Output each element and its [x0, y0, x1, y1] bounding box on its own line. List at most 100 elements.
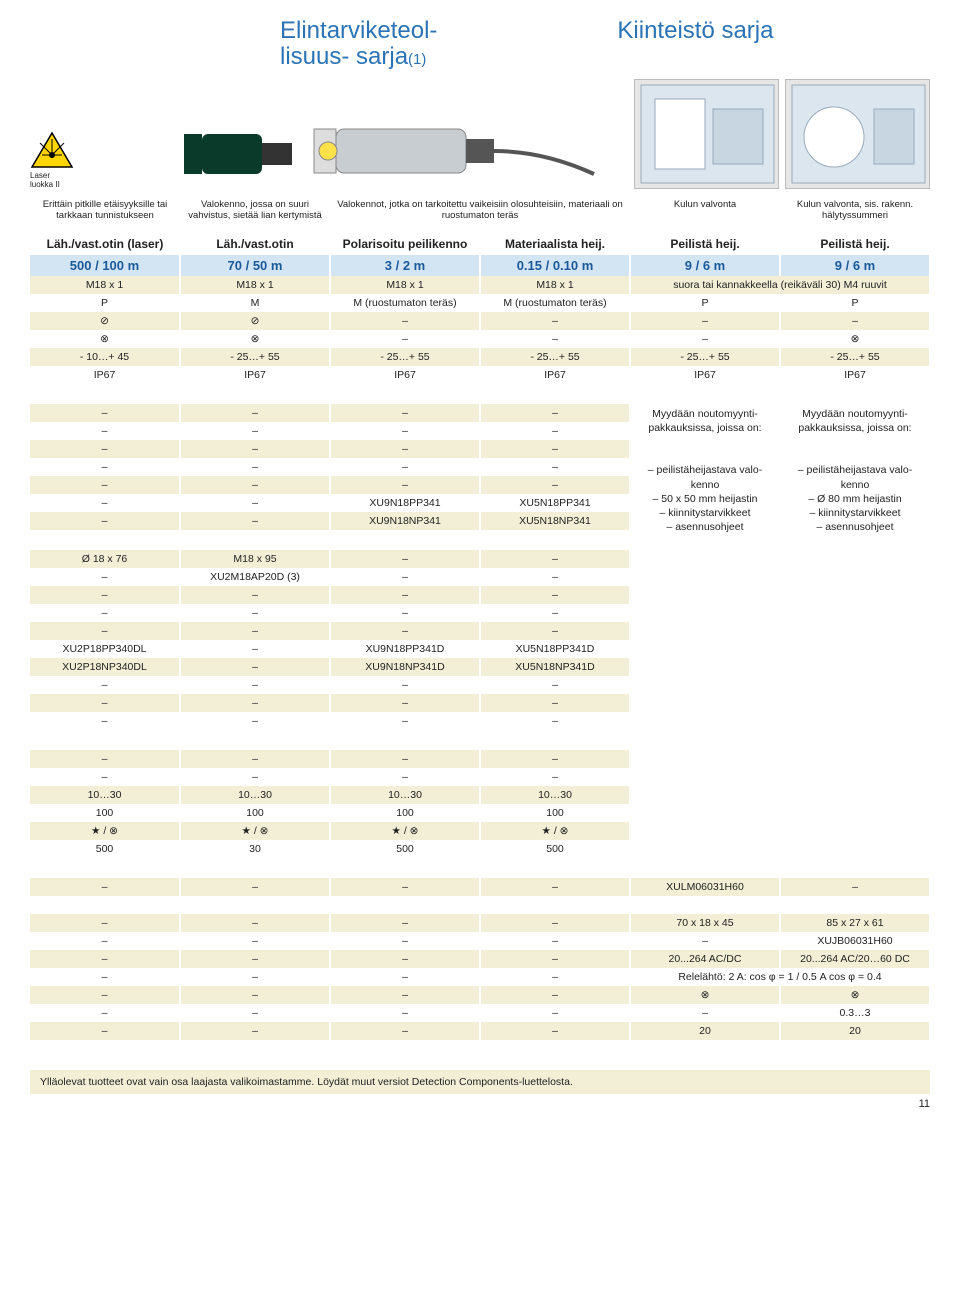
spec-table-1: 500 / 100 m 70 / 50 m 3 / 2 m 0.15 / 0.1…	[30, 255, 931, 384]
table-row: ––––	[30, 604, 930, 622]
laser-l1: Laser	[30, 171, 50, 180]
cell	[180, 530, 330, 548]
col-type-4: Peilistä heij.	[780, 235, 930, 253]
col-type-0: Läh./vast.otin (laser)	[30, 235, 180, 253]
table-row: ––––⊗⊗	[30, 986, 930, 1004]
row-mat: P M M (ruostumaton teräs) M (ruostumaton…	[30, 294, 930, 312]
cell: –	[30, 694, 180, 712]
cell: ⊗	[630, 986, 780, 1004]
cell	[780, 694, 930, 712]
table-row: ––––XULM06031H60–	[30, 878, 930, 896]
row-sym2: ⊗ ⊗ – – – ⊗	[30, 330, 930, 348]
cell: - 25…+ 55	[330, 348, 480, 366]
footer-text: Ylläolevat tuotteet ovat vain osa laajas…	[40, 1076, 573, 1088]
cell	[630, 604, 780, 622]
cell: XU9N18NP341	[330, 512, 480, 530]
cell	[630, 750, 780, 768]
col-desc-4: Kulun valvonta, sis. rakenn. hälytyssumm…	[780, 197, 930, 235]
cell: Ø 18 x 76	[30, 550, 180, 568]
cell	[780, 586, 930, 604]
hero-packs	[634, 79, 930, 189]
table-row: ––––	[30, 750, 930, 768]
col-desc-2: Valokennot, jotka on tarkoitettu vaikeis…	[330, 197, 630, 235]
cell: –	[330, 550, 480, 568]
cell: –	[180, 586, 330, 604]
cell	[480, 530, 630, 548]
cell: 10…30	[30, 786, 180, 804]
cell: 10…30	[480, 786, 630, 804]
cell: –	[30, 440, 180, 458]
cell: –	[480, 950, 630, 968]
cell	[630, 622, 780, 640]
table-row: –––––0.3…3	[30, 1004, 930, 1022]
cell: –	[180, 604, 330, 622]
cell: –	[480, 422, 630, 440]
cell: M (ruostumaton teräs)	[330, 294, 480, 312]
cell: ★ / ⊗	[180, 822, 330, 840]
table-row: ★ / ⊗★ / ⊗★ / ⊗★ / ⊗	[30, 822, 930, 840]
table-row: ––––	[30, 712, 930, 730]
cell: 10…30	[180, 786, 330, 804]
cell: XU5N18PP341D	[480, 640, 630, 658]
col-type-3: Peilistä heij.	[630, 235, 780, 253]
table-row: 50030500500	[30, 840, 930, 858]
cell: –	[180, 622, 330, 640]
cell: XU9N18PP341	[330, 494, 480, 512]
table-row: ––––	[30, 622, 930, 640]
cell: M	[180, 294, 330, 312]
notes-col-6: Myydään noutomyynti-pakkauksissa, joissa…	[780, 404, 930, 548]
cell: XU2P18PP340DL	[30, 640, 180, 658]
hero-row: Laser luokka II	[30, 79, 930, 189]
cell: IP67	[630, 366, 780, 384]
column-types: Läh./vast.otin (laser) Läh./vast.otin Po…	[30, 235, 930, 253]
cell: –	[330, 986, 480, 1004]
cell: –	[780, 878, 930, 896]
cell: ★ / ⊗	[480, 822, 630, 840]
cell: –	[30, 586, 180, 604]
cell: –	[480, 604, 630, 622]
col-desc-0: Erittäin pitkille etäisyyksille tai tark…	[30, 197, 180, 235]
cell	[30, 530, 180, 548]
cell	[630, 712, 780, 730]
cell	[780, 622, 930, 640]
row-sym1: ⊘ ⊘ – – – –	[30, 312, 930, 330]
cell: –	[330, 694, 480, 712]
cell: –	[330, 622, 480, 640]
cell: –	[480, 968, 630, 986]
cell: XU9N18NP341D	[330, 658, 480, 676]
cell	[780, 786, 930, 804]
column-descriptions: Erittäin pitkille etäisyyksille tai tark…	[30, 197, 930, 235]
cell: - 25…+ 55	[480, 348, 630, 366]
cell: 10…30	[330, 786, 480, 804]
cell: –	[330, 568, 480, 586]
table-row	[30, 896, 930, 914]
cell: –	[630, 330, 780, 348]
cell: –	[330, 676, 480, 694]
cell: –	[30, 622, 180, 640]
cell: M (ruostumaton teräs)	[480, 294, 630, 312]
cell: 500 / 100 m	[30, 255, 180, 276]
laser-warning: Laser luokka II	[30, 131, 164, 189]
cell: XU2P18NP340DL	[30, 658, 180, 676]
title-left-small: (1)	[408, 51, 426, 68]
row-ip: IP67 IP67 IP67 IP67 IP67 IP67	[30, 366, 930, 384]
table-row: XU2P18PP340DL–XU9N18PP341DXU5N18PP341D	[30, 640, 930, 658]
cell: XU2M18AP20D (3)	[180, 568, 330, 586]
cell: 100	[330, 804, 480, 822]
cell: –	[330, 768, 480, 786]
cell: –	[30, 986, 180, 1004]
cell: –	[480, 404, 630, 422]
page-number: 11	[30, 1098, 930, 1110]
cell: P	[30, 294, 180, 312]
cell: –	[480, 986, 630, 1004]
cell: –	[330, 404, 480, 422]
cell: –	[480, 1022, 630, 1040]
cell: –	[30, 512, 180, 530]
cell: Relelähtö: 2 A: cos φ = 1 / 0.5 A cos φ …	[630, 968, 930, 986]
cell	[630, 676, 780, 694]
cell: 500	[330, 840, 480, 858]
cell: ⊘	[180, 312, 330, 330]
cell	[30, 896, 930, 914]
cell: –	[30, 422, 180, 440]
cell: –	[180, 676, 330, 694]
